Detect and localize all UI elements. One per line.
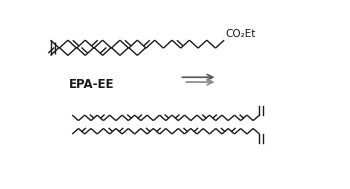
- Text: EPA-EE: EPA-EE: [69, 78, 114, 91]
- Text: CO₂Et: CO₂Et: [225, 29, 256, 40]
